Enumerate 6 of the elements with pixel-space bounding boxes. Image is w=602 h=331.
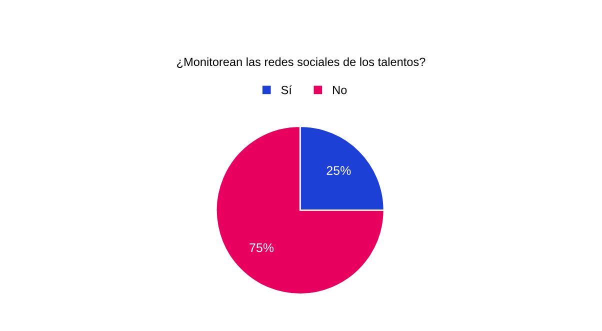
data-label: 25%	[326, 166, 351, 175]
legend-label: Sí	[281, 85, 292, 94]
chart-title: ¿Monitorean las redes sociales de los talentos?	[177, 57, 426, 68]
pie-slice	[215, 126, 385, 295]
data-label: 75%	[250, 243, 274, 252]
legend-label: No	[333, 86, 347, 94]
